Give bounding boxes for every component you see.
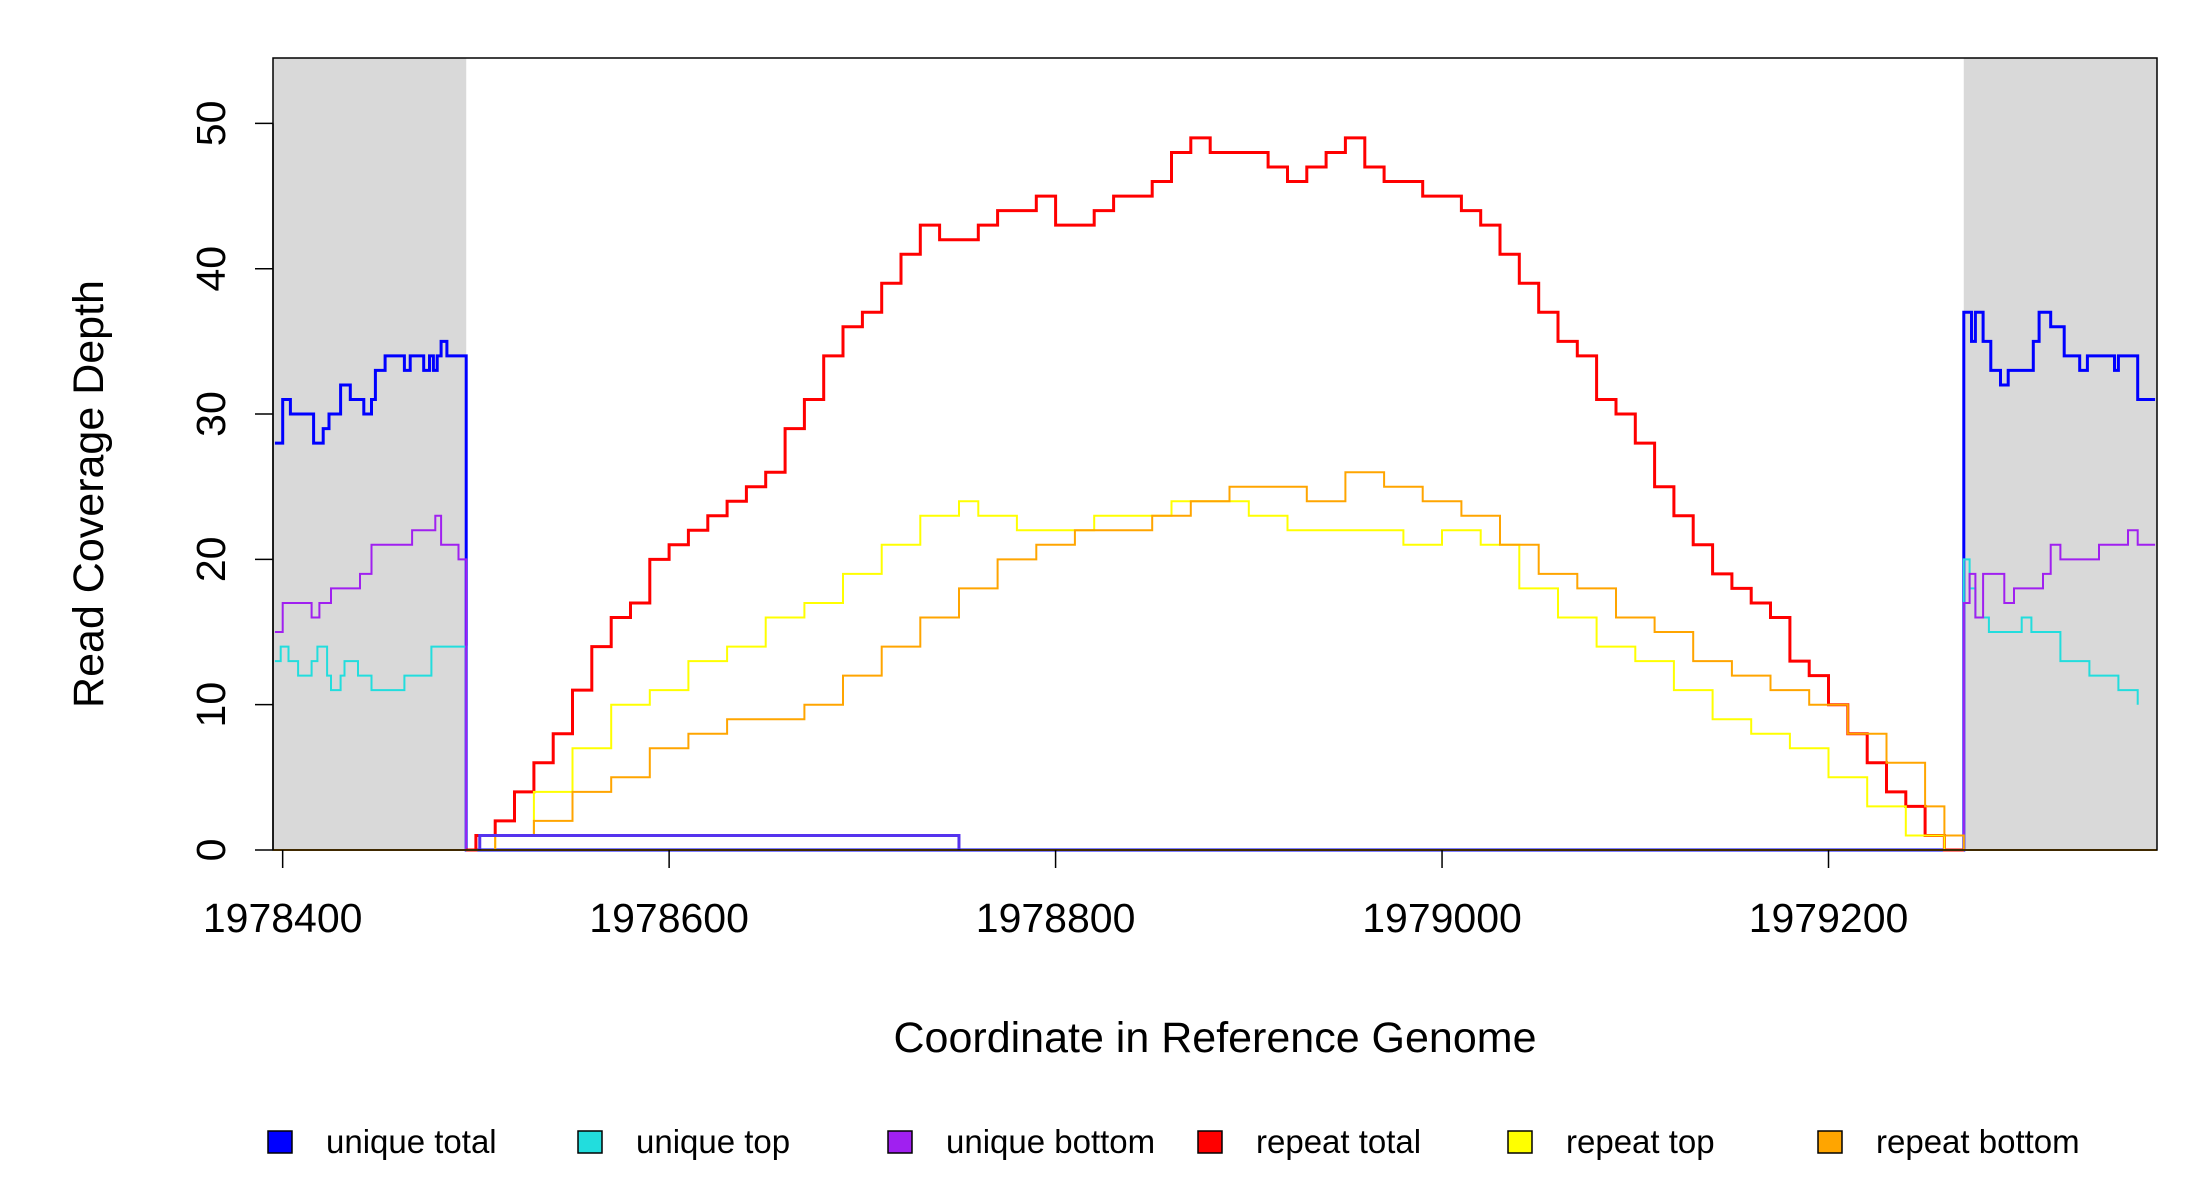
series-lines bbox=[273, 136, 2157, 852]
legend: unique total unique top unique bottom repea… bbox=[267, 1123, 2080, 1160]
x-tick-label: 1978400 bbox=[203, 895, 363, 941]
shaded-regions bbox=[273, 58, 2157, 850]
x-tick-label: 1978800 bbox=[976, 895, 1136, 941]
y-tick-label: 30 bbox=[188, 391, 234, 437]
legend-swatch bbox=[1817, 1130, 1843, 1154]
x-tick-label: 1979000 bbox=[1362, 895, 1522, 941]
shaded-region-right bbox=[1963, 58, 2157, 850]
legend-label: unique top bbox=[636, 1123, 790, 1160]
y-axis: 0 10 20 30 40 50 bbox=[188, 101, 274, 862]
series-line-repeat-bottom bbox=[466, 471, 1965, 851]
y-tick-label: 50 bbox=[188, 101, 234, 147]
legend-label: repeat bottom bbox=[1876, 1123, 2080, 1160]
shaded-region-left bbox=[273, 58, 467, 850]
series-line-repeat-total bbox=[466, 136, 1964, 852]
x-axis: 1978400 1978600 1978800 1979000 1979200 bbox=[203, 850, 1908, 941]
legend-swatch bbox=[887, 1130, 913, 1154]
legend-label: unique bottom bbox=[946, 1123, 1155, 1160]
y-tick-label: 10 bbox=[188, 682, 234, 728]
x-tick-label: 1979200 bbox=[1749, 895, 1909, 941]
y-axis-title: Read Coverage Depth bbox=[65, 280, 113, 708]
series-line-unique-block bbox=[478, 833, 961, 850]
series-line-unique-bottom bbox=[274, 514, 2156, 851]
legend-label: repeat total bbox=[1256, 1123, 1421, 1160]
plot-frame bbox=[272, 57, 2158, 851]
y-tick-label: 0 bbox=[188, 839, 234, 862]
legend-swatch bbox=[1507, 1130, 1533, 1154]
series-line-unique-total bbox=[274, 310, 2156, 852]
legend-swatch bbox=[267, 1130, 293, 1154]
series-line-unique-top bbox=[274, 558, 2139, 851]
legend-swatch bbox=[1197, 1130, 1223, 1154]
legend-label: repeat top bbox=[1566, 1123, 1715, 1160]
y-tick-label: 20 bbox=[188, 537, 234, 583]
x-tick-label: 1978600 bbox=[589, 895, 749, 941]
x-axis-title: Coordinate in Reference Genome bbox=[894, 1014, 1537, 1062]
legend-label: unique total bbox=[326, 1123, 497, 1160]
y-tick-label: 40 bbox=[188, 246, 234, 292]
legend-swatch bbox=[577, 1130, 603, 1154]
